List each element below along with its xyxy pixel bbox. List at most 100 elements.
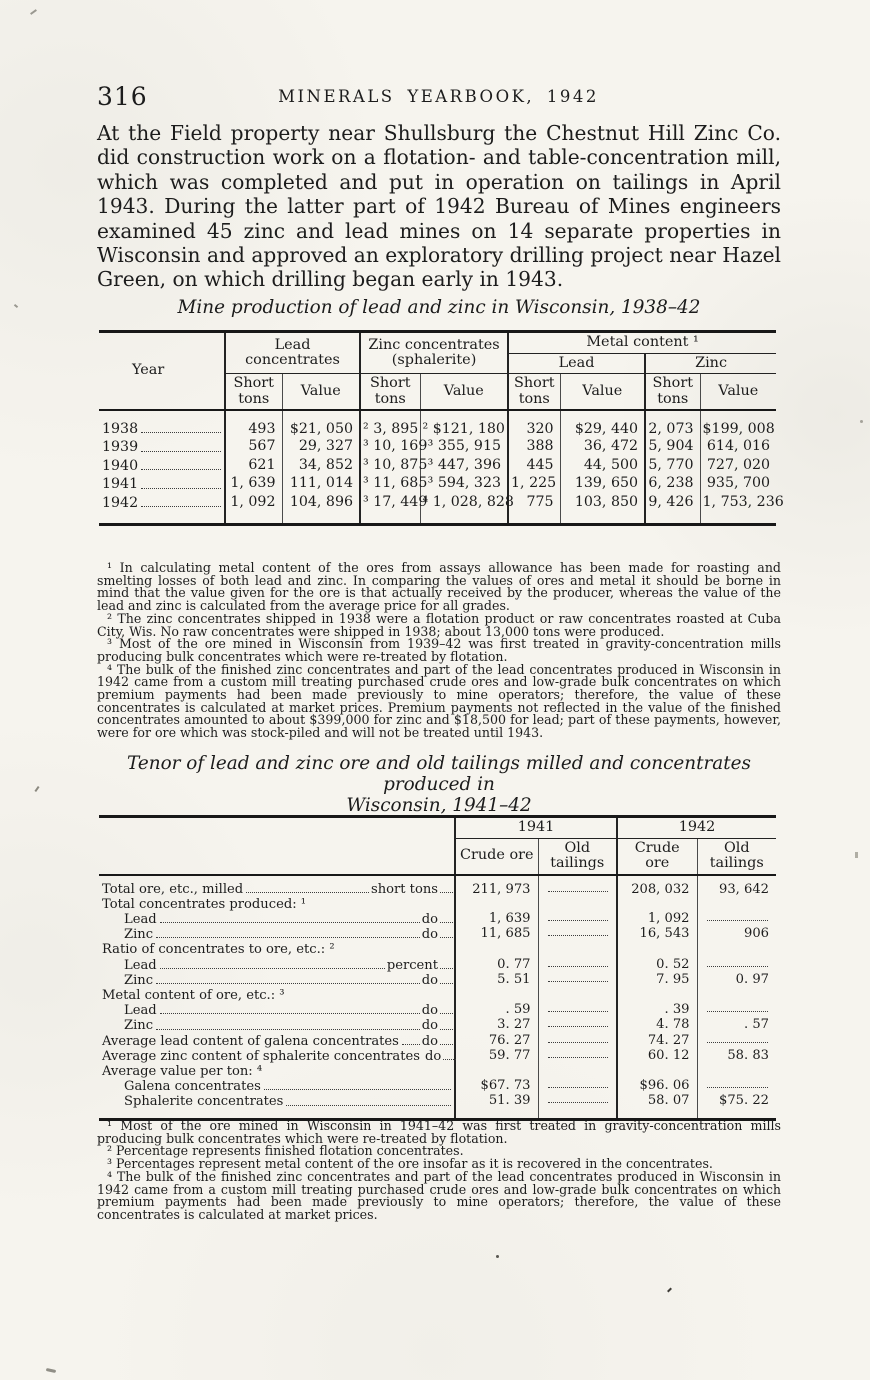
table2-title: Tenor of lead and zinc ore and old taili… bbox=[97, 753, 781, 816]
col-header-1941: 1941 bbox=[454, 816, 617, 839]
value-cell bbox=[616, 896, 697, 912]
value-cell: ³ 17, 449 bbox=[359, 493, 427, 525]
no-data-dashes bbox=[706, 919, 768, 921]
table2-title-line2: Wisconsin, 1941–42 bbox=[346, 795, 532, 816]
leader-dots bbox=[401, 1043, 420, 1045]
value-cell: 320 bbox=[507, 410, 561, 439]
group-label-cell: Metal content of ore, etc.: ³ bbox=[99, 988, 455, 1003]
col-header-crude-ore: Crude ore bbox=[454, 838, 538, 876]
year-cell: 1939 bbox=[99, 438, 225, 456]
row-label-cell: Lead percent bbox=[99, 958, 455, 973]
value-cell: 74. 27 bbox=[616, 1033, 697, 1049]
value-cell: 93, 642 bbox=[696, 874, 776, 897]
value-cell bbox=[616, 1063, 697, 1080]
col-header-zinc-concentrates: Zinc concentrates (sphalerite) bbox=[359, 331, 509, 374]
value-cell bbox=[696, 1079, 776, 1095]
row-label-wrap: Average value per ton: ⁴ bbox=[100, 1065, 453, 1078]
value-cell: ³ 11, 685 bbox=[359, 475, 427, 494]
value-cell: 58. 83 bbox=[696, 1049, 776, 1064]
leader-dots bbox=[141, 469, 221, 471]
value-cell bbox=[454, 942, 538, 958]
value-cell: 5, 904 bbox=[644, 438, 701, 457]
table-row: Sphalerite concentrates 51. 39 58. 07 $75. … bbox=[99, 1094, 776, 1120]
running-title: MINERALS YEARBOOK, 1942 bbox=[278, 87, 599, 106]
page-number: 316 bbox=[97, 82, 148, 111]
value-cell: 29, 327 bbox=[281, 438, 361, 457]
col-header-crude-ore: Crude ore bbox=[616, 838, 697, 876]
value-cell: 7. 95 bbox=[616, 973, 697, 988]
col-header-short-tons: Short tons bbox=[359, 373, 421, 411]
leader-dots bbox=[141, 506, 221, 508]
table-row: 1941 1, 639 111, 014 ³ 11, 685 ³ 594, 323 1, … bbox=[99, 475, 777, 494]
year-cell: 1940 bbox=[99, 457, 225, 475]
row-label-wrap: Average zinc content of sphalerite conce… bbox=[100, 1048, 457, 1064]
value-cell: 614, 016 bbox=[699, 438, 777, 457]
value-cell: 76. 27 bbox=[454, 1033, 538, 1049]
value-cell bbox=[537, 942, 617, 958]
tenor-table: 1941 1942 Crude ore Old tailings Crude o… bbox=[99, 815, 776, 1121]
col-header-metal-lead: Lead bbox=[507, 353, 646, 374]
leader-dots bbox=[440, 1043, 453, 1045]
year-cell: 1942 bbox=[99, 494, 225, 525]
value-cell: 0. 77 bbox=[454, 957, 538, 973]
year-label-wrap: 1939 bbox=[100, 439, 223, 455]
value-cell: 0. 97 bbox=[696, 973, 776, 988]
row-label: Lead bbox=[124, 957, 157, 973]
col-header-old-tailings: Old tailings bbox=[537, 838, 617, 876]
value-cell: 6, 238 bbox=[644, 475, 701, 494]
footnote: ³ Percentages represent metal content of… bbox=[107, 1156, 713, 1172]
no-data-dashes bbox=[547, 1041, 608, 1043]
scan-artifact bbox=[496, 1255, 499, 1258]
leader-dots bbox=[156, 982, 420, 984]
group-label: Metal content of ore, etc.: ³ bbox=[102, 987, 285, 1003]
unit-label: do bbox=[421, 911, 438, 927]
year-label: 1938 bbox=[102, 421, 139, 437]
value-cell bbox=[537, 957, 617, 973]
value-cell: 1, 639 bbox=[454, 912, 538, 928]
table-row: Average value per ton: ⁴ bbox=[99, 1063, 776, 1080]
value-cell bbox=[537, 874, 617, 897]
value-cell: ² $121, 180 bbox=[419, 410, 509, 439]
col-header-short-tons: Short tons bbox=[224, 373, 282, 411]
no-data-dashes bbox=[706, 1011, 768, 1013]
row-label: Sphalerite concentrates bbox=[124, 1094, 284, 1110]
value-cell: 34, 852 bbox=[281, 456, 361, 476]
year-label: 1941 bbox=[102, 476, 139, 493]
leader-dots bbox=[440, 982, 453, 984]
no-data-dashes bbox=[706, 965, 768, 967]
unit-label: do bbox=[424, 1048, 442, 1064]
value-cell: $96. 06 bbox=[616, 1079, 697, 1095]
row-label: Zinc bbox=[124, 972, 154, 988]
value-cell: 4. 78 bbox=[616, 1018, 697, 1034]
col-header-metal-content: Metal content ¹ bbox=[507, 331, 777, 354]
value-cell: 16, 543 bbox=[616, 927, 697, 943]
value-cell: 103, 850 bbox=[559, 493, 646, 525]
table-row: 1942 1, 092 104, 896 ³ 17, 449 ⁴ 1, 028, 828… bbox=[99, 493, 784, 525]
value-cell: 906 bbox=[696, 927, 776, 943]
value-cell: 51. 39 bbox=[454, 1094, 538, 1120]
table1-title: Mine production of lead and zinc in Wisc… bbox=[177, 297, 701, 318]
no-data-dashes bbox=[547, 1087, 608, 1089]
leader-dots bbox=[141, 432, 221, 434]
footnote: ² Percentage represents finished flotati… bbox=[107, 1143, 464, 1159]
row-label-cell: Average lead content of galena concentra… bbox=[99, 1034, 455, 1049]
row-label: Zinc bbox=[124, 927, 154, 943]
value-cell: $67. 73 bbox=[454, 1079, 538, 1095]
scan-artifact bbox=[34, 785, 40, 793]
value-cell bbox=[537, 1048, 617, 1064]
value-cell bbox=[537, 1079, 617, 1095]
value-cell: 0. 52 bbox=[616, 957, 697, 973]
leader-dots bbox=[159, 967, 385, 969]
value-cell: 388 bbox=[507, 438, 561, 457]
unit-label: percent bbox=[386, 957, 438, 973]
table-row: Galena concentrates $67. 73 $96. 06 bbox=[99, 1079, 776, 1095]
value-cell: ⁴ 1, 028, 828 bbox=[419, 493, 514, 525]
no-data-dashes bbox=[547, 935, 608, 937]
page-header: 316 MINERALS YEARBOOK, 1942 bbox=[97, 82, 780, 111]
scan-artifact bbox=[860, 420, 863, 423]
value-cell: 139, 650 bbox=[559, 475, 646, 494]
value-cell: 445 bbox=[507, 456, 561, 476]
value-cell bbox=[454, 987, 538, 1004]
row-label-wrap: Zinc do bbox=[100, 928, 453, 941]
